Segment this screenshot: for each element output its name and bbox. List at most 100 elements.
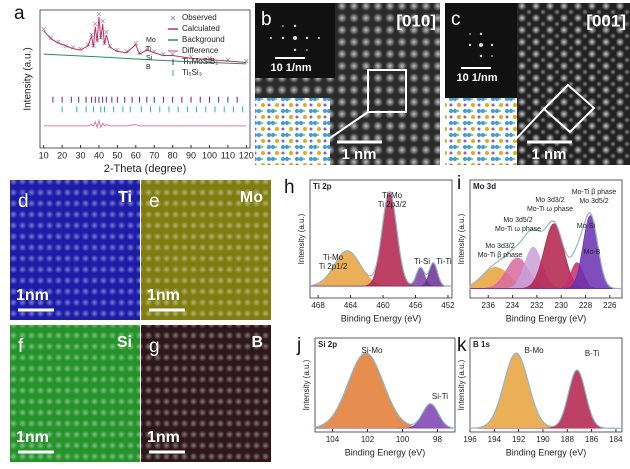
scale-label: 1nm — [147, 429, 180, 446]
legend-label: Difference — [182, 46, 219, 55]
element-label: Si — [117, 334, 132, 351]
panel-letter: d — [18, 191, 29, 212]
x-tick-label: 186 — [585, 435, 599, 444]
peak-annotation: Ti 2p1/2 — [319, 262, 348, 271]
legend-label: Calculated — [182, 24, 220, 33]
peak-annotation: Mo-Ti ω phase — [527, 206, 573, 213]
panel-letter: e — [149, 191, 160, 212]
x-tick-label: 190 — [536, 435, 550, 444]
x-tick-label: 50 — [112, 150, 122, 160]
x-axis-label: Binding Energy (eV) — [506, 313, 587, 323]
arrow — [514, 108, 545, 141]
fit-envelope — [469, 212, 623, 290]
observed-point — [104, 29, 109, 35]
observed-point — [100, 18, 105, 24]
peak-annotation: Mo 3d5/2 — [503, 217, 532, 224]
panel-letter: g — [149, 336, 160, 357]
zone-axis: [001] — [586, 11, 626, 30]
x-tick-label: 226 — [603, 301, 617, 310]
observed-point — [92, 21, 98, 27]
legend-label: Observed — [182, 13, 217, 22]
panel-letter: b — [261, 9, 272, 30]
inset-label: Si — [146, 55, 153, 62]
x-tick-label: 30 — [76, 150, 86, 160]
x-tick-label: 104 — [326, 435, 340, 444]
scale-label: 1nm — [147, 287, 180, 304]
x-tick-label: 192 — [512, 435, 526, 444]
spectrum-tag: Ti 2p — [313, 182, 332, 191]
y-axis-label: Intensity (a.u.) — [23, 47, 34, 110]
x-tick-label: 194 — [488, 435, 502, 444]
x-axis-label: Binding Energy (eV) — [506, 447, 587, 457]
crystal-model — [445, 98, 517, 165]
legend-label: Background — [182, 35, 225, 44]
inset-label: Mo — [146, 37, 156, 44]
fit-envelope — [309, 190, 453, 287]
x-axis-label: Binding Energy (eV) — [341, 313, 422, 323]
x-tick-label: 98 — [433, 435, 442, 444]
x-tick-label: 40 — [94, 150, 104, 160]
panel-letter: i — [457, 173, 461, 194]
plot-frame — [39, 9, 251, 149]
y-axis-label: Intensity (a.u.) — [297, 213, 306, 264]
x-tick-label: 100 — [202, 150, 217, 160]
x-tick-label: 184 — [609, 435, 623, 444]
y-axis-label: Intensity (a.u.) — [457, 359, 466, 410]
fft-image — [445, 3, 517, 98]
peak-annotation: Mo 3d3/2 — [535, 197, 564, 204]
y-axis-label: Intensity (a.u.) — [457, 213, 466, 264]
fft-image — [255, 3, 335, 78]
panel-letter: j — [296, 335, 301, 356]
fft-spots — [468, 32, 494, 58]
eds-map-texture — [10, 180, 140, 320]
inset-label: B — [146, 64, 151, 71]
spectrum-tag: B 1s — [473, 340, 490, 349]
series-line — [43, 53, 247, 65]
highlight-box — [542, 83, 596, 134]
observed-point — [56, 39, 61, 45]
inset-label: Ti — [146, 46, 152, 53]
x-tick-label: 70 — [149, 150, 159, 160]
peak-annotation: Si-Mo — [362, 346, 383, 355]
x-axis-label: 2-Theta (degree) — [104, 163, 187, 175]
x-tick-label: 90 — [186, 150, 196, 160]
x-tick-label: 468 — [311, 301, 325, 310]
element-label: B — [251, 334, 263, 351]
x-tick-label: 100 — [396, 435, 410, 444]
peak-annotation: Ti-Si — [414, 257, 430, 266]
observed-point — [133, 40, 139, 46]
panel-letter: h — [284, 177, 295, 198]
x-tick-label: 460 — [376, 301, 390, 310]
fit-envelope — [314, 352, 456, 429]
peak-annotation: B-Mo — [524, 346, 544, 355]
scale-label: 1nm — [16, 287, 49, 304]
peak-annotation: Ti-Mo — [382, 191, 403, 200]
fft-scale-label: 10 1/nm — [457, 72, 498, 84]
panel-letter: f — [18, 336, 24, 357]
crystal-model — [255, 98, 330, 165]
x-tick-label: 452 — [441, 301, 455, 310]
zone-axis: [010] — [396, 11, 436, 30]
peak-annotation: Ti-Ti — [436, 257, 452, 266]
x-tick-label: 456 — [409, 301, 423, 310]
observed-point — [96, 11, 102, 17]
element-label: Mo — [240, 189, 263, 206]
peak-annotation: Ti-Mo — [323, 253, 344, 262]
x-tick-label: 120 — [239, 150, 254, 160]
fft-scale-label: 10 1/nm — [271, 62, 312, 74]
peak-annotation: B-Ti — [585, 349, 600, 358]
panel-letter: c — [451, 9, 461, 30]
x-tick-label: 102 — [361, 435, 375, 444]
series-line — [43, 118, 247, 130]
legend-label: Ti₅Si₃ — [182, 68, 202, 77]
x-tick-label: 464 — [344, 301, 358, 310]
eds-map-texture — [141, 325, 271, 462]
x-tick-label: 230 — [555, 301, 569, 310]
eds-map-texture — [141, 180, 271, 320]
panel-letter: a — [14, 3, 25, 24]
legend-label: Ti₄MoSiB₂ — [182, 57, 218, 66]
x-tick-label: 228 — [579, 301, 593, 310]
scale-label: 1 nm — [341, 146, 376, 163]
